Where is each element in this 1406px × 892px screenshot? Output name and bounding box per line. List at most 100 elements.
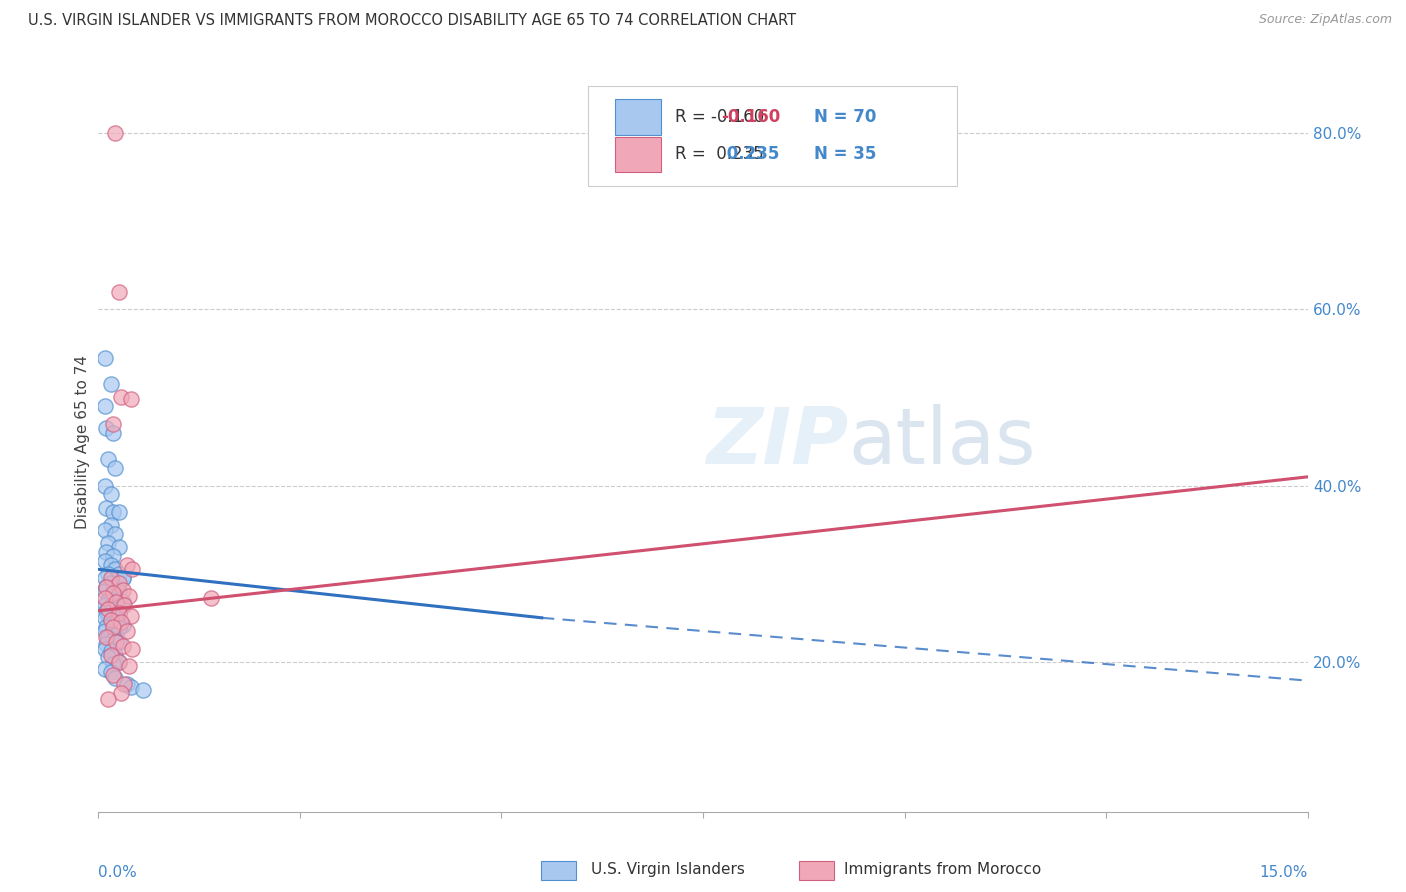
Point — [107, 505, 129, 519]
Point — [94, 399, 117, 413]
Point — [96, 500, 118, 515]
Point — [94, 641, 117, 656]
Point — [111, 618, 134, 632]
Point — [107, 285, 129, 299]
Point — [115, 677, 138, 691]
Point — [111, 571, 134, 585]
Point — [94, 571, 117, 585]
Point — [111, 571, 134, 585]
Point — [100, 487, 122, 501]
Point — [107, 621, 129, 635]
Point — [96, 580, 118, 594]
Point — [97, 630, 120, 644]
Point — [101, 632, 124, 647]
Point — [101, 505, 124, 519]
Point — [103, 648, 125, 662]
Point — [101, 549, 124, 563]
Point — [107, 575, 129, 590]
Point — [96, 580, 118, 594]
Point — [101, 425, 124, 440]
Point — [107, 607, 129, 621]
Point — [94, 584, 117, 599]
Point — [107, 541, 129, 555]
Point — [96, 619, 118, 633]
Point — [100, 626, 122, 640]
Point — [97, 566, 120, 581]
Point — [100, 571, 122, 585]
Text: N = 70: N = 70 — [814, 108, 876, 127]
Point — [120, 392, 142, 407]
Point — [101, 668, 124, 682]
Point — [103, 562, 125, 576]
Point — [94, 478, 117, 492]
Point — [115, 558, 138, 572]
Point — [100, 558, 122, 572]
Point — [105, 615, 128, 630]
Point — [112, 677, 135, 691]
Point — [101, 602, 124, 616]
Point — [101, 615, 124, 630]
Text: atlas: atlas — [848, 403, 1036, 480]
Point — [121, 641, 143, 656]
Bar — [614, 100, 661, 135]
Text: 0.235: 0.235 — [721, 145, 779, 163]
Point — [103, 461, 125, 475]
Point — [103, 589, 125, 603]
Point — [107, 655, 129, 669]
Point — [97, 692, 120, 706]
Text: ZIP: ZIP — [706, 403, 848, 480]
Point — [107, 593, 129, 607]
Text: R = -0.160: R = -0.160 — [675, 108, 765, 127]
Point — [101, 657, 124, 671]
Point — [96, 545, 118, 559]
Point — [118, 589, 141, 603]
Point — [94, 624, 117, 638]
Point — [94, 351, 117, 365]
Point — [94, 591, 117, 606]
Point — [120, 680, 142, 694]
Text: N = 35: N = 35 — [814, 145, 876, 163]
Point — [115, 624, 138, 638]
Point — [107, 566, 129, 581]
Point — [97, 609, 120, 624]
Point — [110, 391, 132, 405]
Point — [96, 637, 118, 651]
Point — [96, 421, 118, 435]
Text: 15.0%: 15.0% — [1260, 864, 1308, 880]
Point — [101, 417, 124, 431]
Point — [97, 593, 120, 607]
Point — [103, 607, 125, 621]
Point — [94, 523, 117, 537]
Point — [112, 598, 135, 612]
Point — [97, 602, 120, 616]
Point — [94, 662, 117, 676]
Point — [100, 613, 122, 627]
Point — [111, 639, 134, 653]
Point — [105, 595, 128, 609]
Y-axis label: Disability Age 65 to 74: Disability Age 65 to 74 — [75, 354, 90, 529]
Point — [200, 591, 222, 606]
Point — [103, 527, 125, 541]
Point — [111, 582, 134, 597]
Point — [120, 609, 142, 624]
Point — [107, 655, 129, 669]
Point — [100, 518, 122, 533]
Point — [103, 628, 125, 642]
Point — [100, 644, 122, 658]
Point — [96, 604, 118, 618]
Point — [97, 650, 120, 665]
Point — [107, 607, 129, 621]
Point — [94, 553, 117, 567]
Text: R =  0.235: R = 0.235 — [675, 145, 763, 163]
Point — [100, 575, 122, 590]
Point — [100, 665, 122, 680]
Point — [118, 659, 141, 673]
Text: U.S. Virgin Islanders: U.S. Virgin Islanders — [591, 863, 744, 877]
Point — [110, 615, 132, 630]
Point — [94, 611, 117, 625]
Point — [101, 580, 124, 594]
Point — [105, 635, 128, 649]
Point — [97, 536, 120, 550]
Point — [121, 562, 143, 576]
Point — [97, 452, 120, 467]
